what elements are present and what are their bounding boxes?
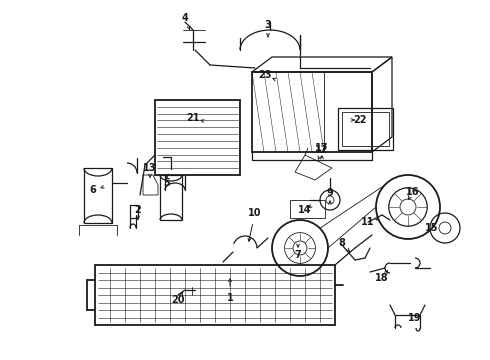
Text: 6: 6 <box>90 185 97 195</box>
Bar <box>252 72 372 152</box>
Text: 17: 17 <box>315 143 329 153</box>
Text: 7: 7 <box>294 250 301 260</box>
Text: 18: 18 <box>375 273 389 283</box>
Bar <box>338 108 393 150</box>
Text: 3: 3 <box>265 20 271 30</box>
Text: 5: 5 <box>164 178 171 188</box>
Text: 14: 14 <box>298 205 312 215</box>
Bar <box>84 168 112 223</box>
Text: 9: 9 <box>327 188 333 198</box>
Bar <box>342 112 389 146</box>
Text: 22: 22 <box>353 115 367 125</box>
Text: 1: 1 <box>227 293 233 303</box>
Text: 2: 2 <box>135 205 142 215</box>
Bar <box>160 175 182 220</box>
Bar <box>155 100 240 175</box>
Text: 20: 20 <box>171 295 185 305</box>
Text: 13: 13 <box>143 163 157 173</box>
Text: 10: 10 <box>248 208 262 218</box>
Text: 12: 12 <box>315 145 329 155</box>
Text: 16: 16 <box>406 187 420 197</box>
Bar <box>95 265 335 325</box>
Text: 21: 21 <box>186 113 200 123</box>
Text: 4: 4 <box>182 13 188 23</box>
Text: 11: 11 <box>361 217 375 227</box>
Text: 8: 8 <box>339 238 345 248</box>
Text: 23: 23 <box>258 70 272 80</box>
Text: 15: 15 <box>425 223 439 233</box>
Text: 19: 19 <box>408 313 422 323</box>
